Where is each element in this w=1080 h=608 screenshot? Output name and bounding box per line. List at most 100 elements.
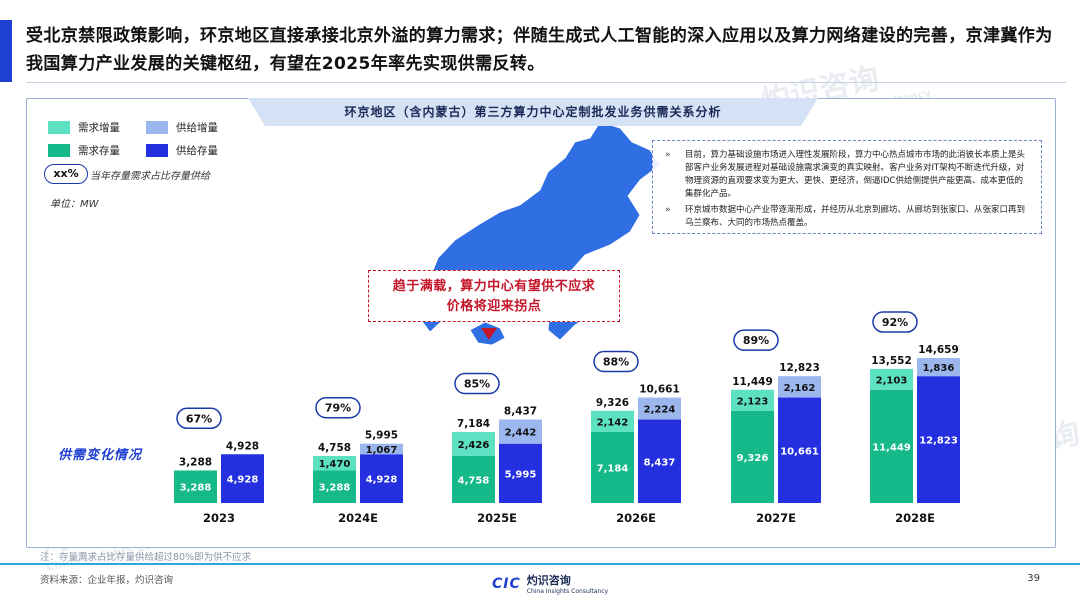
legend-supply-stock: 供给存量 xyxy=(146,143,218,158)
supply-increment-label: 2,162 xyxy=(784,383,816,394)
footer-divider xyxy=(0,563,1080,565)
x-tick-label: 2028E xyxy=(895,511,935,525)
ratio-pill xyxy=(593,350,639,373)
demand-stock-label: 7,184 xyxy=(597,463,629,474)
alert-line: 价格将迎来拐点 xyxy=(446,299,542,314)
demand-total-label: 11,449 xyxy=(732,376,773,388)
ratio-pill xyxy=(872,311,918,333)
source-note: 资料来源：企业年报，灼识咨询 xyxy=(40,575,174,586)
ratio-legend-pill: xx% xyxy=(44,164,88,184)
ratio-pill xyxy=(454,372,500,395)
supply-stock-label: 4,928 xyxy=(227,475,259,486)
demand-increment-swatch xyxy=(48,121,70,134)
demand-increment-label: 2,142 xyxy=(597,417,629,428)
ratio-legend-desc: 当年存量需求占比存量供给 xyxy=(90,171,210,182)
demand-increment-bar xyxy=(313,455,356,471)
demand-increment-label: 2,103 xyxy=(876,375,908,386)
supply-stock-bar xyxy=(360,454,403,503)
legend-supply-increment: 供给增量 xyxy=(146,120,218,135)
supply-increment-label: 2,224 xyxy=(644,405,676,416)
insight-callout: » 目前，算力基础设施市场进入理性发展阶段，算力中心热点城市市场的此消彼长本质上是… xyxy=(652,140,1042,234)
demand-stock-label: 3,288 xyxy=(319,483,351,494)
supply-increment-label: 1,836 xyxy=(923,363,955,374)
unit-label: 单位：MW xyxy=(50,199,99,210)
supply-stock-bar xyxy=(778,397,821,503)
chevron-right-icon: » xyxy=(665,205,671,215)
insight-item: » 环京城市数据中心产业带逐渐形成，并经历从北京到廊坊、从廊坊到张家口、从张家口再… xyxy=(665,205,1026,228)
supply-stock-label: 8,437 xyxy=(644,457,676,468)
supply-increment-bar xyxy=(778,376,821,398)
chart-side-label: 供需变化情况 xyxy=(58,448,143,463)
legend-demand-increment: 需求增量 xyxy=(48,120,120,135)
supply-total-label: 8,437 xyxy=(504,406,537,418)
supply-increment-bar xyxy=(499,419,542,444)
supply-total-label: 14,659 xyxy=(918,344,959,356)
supply-stock-bar xyxy=(917,376,960,503)
demand-increment-bar xyxy=(870,368,913,390)
demand-increment-label: 1,470 xyxy=(319,459,351,470)
demand-stock-bar xyxy=(591,431,634,503)
demand-stock-label: 4,758 xyxy=(458,475,490,486)
title-accent-bar xyxy=(0,20,12,82)
x-tick-label: 2024E xyxy=(338,511,378,525)
ratio-pill xyxy=(315,396,361,419)
supply-stock-swatch xyxy=(146,144,168,157)
demand-stock-bar xyxy=(731,410,774,503)
demand-total-label: 13,552 xyxy=(871,355,912,367)
supply-total-label: 5,995 xyxy=(365,430,398,442)
ratio-pill xyxy=(176,407,222,430)
x-tick-label: 2026E xyxy=(616,511,656,525)
cic-logo-mark: CIC xyxy=(492,575,521,592)
ratio-label: 79% xyxy=(325,402,351,415)
demand-stock-bar xyxy=(174,470,217,503)
demand-total-label: 9,326 xyxy=(596,397,629,409)
demand-total-label: 4,758 xyxy=(318,442,351,454)
x-tick-label: 2023 xyxy=(203,511,235,525)
demand-stock-swatch xyxy=(48,144,70,157)
ratio-label: 67% xyxy=(186,412,212,425)
callout-pointer-icon xyxy=(481,328,497,340)
supply-stock-bar xyxy=(638,419,681,503)
supply-stock-bar xyxy=(221,454,264,503)
x-tick-label: 2025E xyxy=(477,511,517,525)
demand-stock-bar xyxy=(870,389,913,503)
supply-stock-label: 10,661 xyxy=(780,446,819,457)
ratio-pill xyxy=(733,329,779,351)
supply-increment-bar xyxy=(917,358,960,377)
logo-name-en: China Insights Consultancy xyxy=(526,588,609,595)
demand-increment-bar xyxy=(591,410,634,432)
supply-total-label: 12,823 xyxy=(779,362,820,374)
alert-line: 趋于满载，算力中心有望供不应求 xyxy=(392,279,596,294)
supply-total-label: 10,661 xyxy=(639,384,680,396)
demand-stock-bar xyxy=(452,455,495,503)
page-number: 39 xyxy=(1027,573,1040,584)
chevron-right-icon: » xyxy=(665,150,671,160)
legend-demand-stock: 需求存量 xyxy=(48,143,120,158)
cic-logo: CIC 灼识咨询 China Insights Consultancy xyxy=(492,572,608,595)
footnote: 注：存量需求占比存量供给超过80%即为供不应求 xyxy=(40,552,252,563)
ratio-label: 85% xyxy=(464,378,490,391)
supply-shortage-alert: 趋于满载，算力中心有望供不应求 价格将迎来拐点 xyxy=(368,270,620,322)
page-headline: 受北京禁限政策影响，环京地区直接承接北京外溢的算力需求；伴随生成式人工智能的深入… xyxy=(26,26,1053,74)
headline-divider xyxy=(26,82,1066,83)
demand-stock-label: 9,326 xyxy=(737,453,769,464)
supply-increment-bar xyxy=(360,443,403,455)
ratio-label: 89% xyxy=(743,334,769,347)
supply-total-label: 4,928 xyxy=(226,440,259,452)
ratio-label: 92% xyxy=(882,316,908,329)
demand-increment-bar xyxy=(731,389,774,411)
demand-increment-label: 2,426 xyxy=(458,440,490,451)
insight-item: » 目前，算力基础设施市场进入理性发展阶段，算力中心热点城市市场的此消彼长本质上是… xyxy=(665,150,1026,199)
ratio-label: 88% xyxy=(603,356,629,369)
supply-stock-label: 4,928 xyxy=(366,475,398,486)
demand-stock-bar xyxy=(313,470,356,503)
supply-increment-bar xyxy=(638,397,681,420)
x-tick-label: 2027E xyxy=(756,511,796,525)
demand-increment-label: 2,123 xyxy=(737,396,769,407)
demand-total-label: 3,288 xyxy=(179,456,212,468)
supply-increment-label: 1,067 xyxy=(366,445,398,456)
logo-name-cn: 灼识咨询 xyxy=(526,574,571,587)
demand-stock-label: 11,449 xyxy=(872,442,911,453)
supply-increment-swatch xyxy=(146,121,168,134)
